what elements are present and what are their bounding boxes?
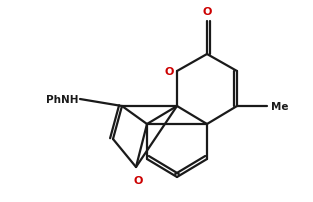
Text: PhNH: PhNH [45, 95, 78, 104]
Text: O: O [164, 67, 174, 77]
Text: O: O [202, 7, 212, 17]
Text: O: O [133, 175, 143, 185]
Text: Me: Me [271, 101, 289, 112]
